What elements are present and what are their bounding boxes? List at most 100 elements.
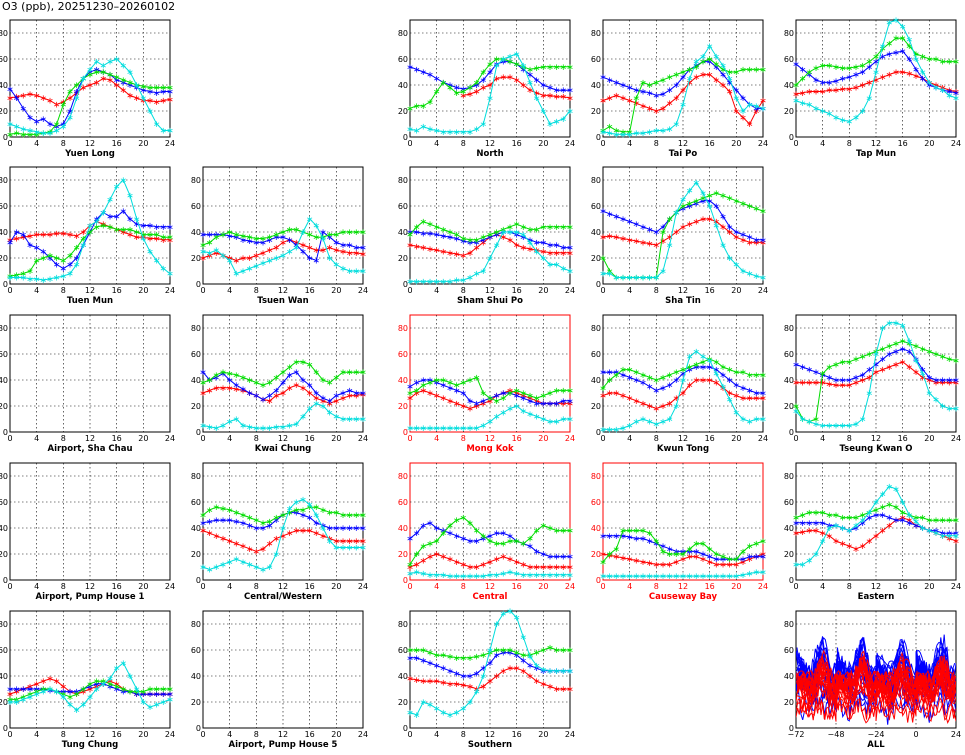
data-point: ∗ — [500, 646, 508, 656]
data-point: ∗ — [879, 42, 887, 52]
data-point: ∗ — [319, 397, 327, 407]
data-point: ∗ — [359, 511, 367, 521]
data-point: ∗ — [433, 524, 441, 534]
data-point: ∗ — [473, 399, 481, 409]
y-tick-label: 60 — [398, 646, 408, 655]
data-point: ∗ — [406, 383, 414, 393]
data-point: ∗ — [706, 202, 714, 212]
data-point: ∗ — [279, 511, 287, 521]
data-point: ∗ — [719, 560, 727, 570]
data-point: ∗ — [699, 52, 707, 62]
data-point: ∗ — [526, 394, 534, 404]
data-point: ∗ — [626, 572, 634, 582]
data-point: ∗ — [253, 238, 261, 248]
data-point: ∗ — [80, 75, 88, 85]
y-tick-label: 20 — [191, 254, 201, 263]
data-point: ∗ — [246, 254, 254, 264]
x-tick-label: 0 — [600, 139, 605, 148]
data-point: ∗ — [226, 516, 234, 526]
data-point: ∗ — [453, 276, 461, 286]
data-point: ∗ — [233, 555, 241, 565]
data-point: ∗ — [520, 540, 528, 550]
data-point: ∗ — [273, 233, 281, 243]
data-point: ∗ — [426, 245, 434, 255]
data-point: ∗ — [846, 85, 854, 95]
panel-label: Sha Tin — [665, 296, 701, 306]
y-tick-label: 80 — [191, 324, 201, 333]
data-point: ∗ — [420, 570, 428, 580]
series-line — [9, 77, 171, 106]
data-point: ∗ — [739, 94, 747, 104]
x-tick-label: 20 — [924, 434, 934, 443]
data-point: ∗ — [486, 394, 494, 404]
data-point: ∗ — [606, 532, 614, 542]
x-tick-label: 16 — [112, 139, 122, 148]
data-point: ∗ — [233, 233, 241, 243]
data-point: ∗ — [633, 572, 641, 582]
data-point: ∗ — [753, 371, 761, 381]
data-point: ∗ — [699, 71, 707, 81]
data-point: ∗ — [253, 563, 261, 573]
data-point: ∗ — [346, 228, 354, 238]
data-point: ∗ — [526, 238, 534, 248]
data-point: ∗ — [313, 246, 321, 256]
data-point: ∗ — [693, 179, 701, 189]
data-point: ∗ — [466, 537, 474, 547]
data-point: ∗ — [759, 104, 767, 114]
data-point: ∗ — [866, 366, 874, 376]
data-point: ∗ — [659, 90, 667, 100]
data-point: ∗ — [73, 688, 81, 698]
data-point: ∗ — [599, 127, 607, 137]
data-point: ∗ — [866, 350, 874, 360]
data-point: ∗ — [859, 511, 867, 521]
y-tick-label: 20 — [398, 698, 408, 707]
data-point: ∗ — [526, 225, 534, 235]
data-point: ∗ — [666, 399, 674, 409]
data-point: ∗ — [520, 233, 528, 243]
data-point: ∗ — [599, 254, 607, 264]
data-point: ∗ — [513, 231, 521, 241]
data-point: ∗ — [566, 63, 574, 73]
data-point: ∗ — [746, 101, 754, 111]
data-point: ∗ — [20, 693, 28, 703]
data-point: ∗ — [759, 550, 767, 560]
data-point: ∗ — [533, 563, 541, 573]
data-point: ∗ — [846, 64, 854, 74]
data-point: ∗ — [153, 98, 161, 108]
data-point: ∗ — [693, 360, 701, 370]
x-tick-label: 4 — [34, 730, 39, 739]
data-point: ∗ — [293, 381, 301, 391]
panel-label: Central — [473, 592, 508, 602]
data-point: ∗ — [246, 521, 254, 531]
data-point: ∗ — [153, 120, 161, 130]
data-point: ∗ — [666, 233, 674, 243]
data-point: ∗ — [239, 232, 247, 242]
data-point: ∗ — [100, 680, 108, 690]
data-point: ∗ — [826, 422, 834, 432]
data-point: ∗ — [540, 254, 548, 264]
data-point: ∗ — [453, 386, 461, 396]
data-point: ∗ — [699, 215, 707, 225]
data-point: ∗ — [66, 88, 74, 98]
y-tick-label: 20 — [784, 107, 794, 116]
data-point: ∗ — [333, 261, 341, 271]
x-tick-label: 12 — [678, 139, 688, 148]
data-point: ∗ — [166, 690, 174, 700]
data-point: ∗ — [140, 97, 148, 107]
data-point: ∗ — [506, 537, 514, 547]
data-point: ∗ — [619, 527, 627, 537]
data-point: ∗ — [106, 677, 114, 687]
data-point: ∗ — [26, 685, 34, 695]
data-point: ∗ — [46, 97, 54, 107]
x-tick-label: 8 — [254, 730, 259, 739]
data-point: ∗ — [293, 506, 301, 516]
data-point: ∗ — [686, 366, 694, 376]
data-point: ∗ — [533, 248, 541, 258]
x-tick-label: 0 — [793, 582, 798, 591]
y-tick-label: 20 — [398, 402, 408, 411]
data-point: ∗ — [133, 215, 141, 225]
data-point: ∗ — [792, 81, 800, 91]
data-point: ∗ — [246, 389, 254, 399]
data-point: ∗ — [626, 84, 634, 94]
data-point: ∗ — [673, 94, 681, 104]
